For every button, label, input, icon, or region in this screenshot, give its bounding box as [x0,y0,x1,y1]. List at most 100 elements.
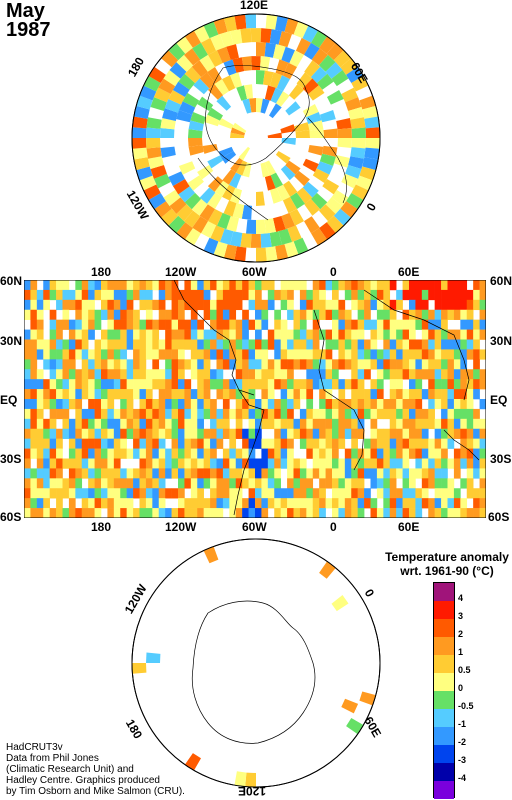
grid-cell [197,508,204,518]
polar-cell [146,147,162,159]
grid-cell [133,289,140,301]
grid-cell [171,369,179,380]
grid-cell [357,289,365,301]
grid-cell [332,418,339,430]
grid-cell [287,488,294,499]
polar-cell [192,216,208,234]
grid-cell [107,349,115,360]
grid-cell [190,399,198,410]
grid-cell [139,428,147,439]
grid-cell [190,428,198,439]
grid-cell [466,309,474,320]
grid-cell [120,329,127,340]
grid-cell [434,369,442,380]
polar-cell [169,62,187,79]
grid-cell [364,299,371,311]
grid-cell [56,438,63,449]
grid-cell [287,289,294,301]
grid-cell [126,359,134,370]
grid-cell [222,389,230,400]
grid-cell [389,299,397,311]
polar-cell [319,110,336,123]
grid-cell [145,508,153,518]
grid-cell [36,448,44,459]
grid-cell [351,408,358,420]
grid-cell [107,508,115,518]
grid-cell [421,280,429,291]
grid-cell [24,508,31,518]
polar-cell [232,122,247,134]
polar-cell [346,66,364,83]
grid-cell [466,438,474,449]
grid-cell [293,319,301,330]
grid-cell [364,488,371,499]
grid-cell [460,369,468,380]
grid-cell [197,468,204,479]
grid-cell [325,359,333,370]
polar-cell [281,138,296,145]
polar-cell [264,85,276,101]
grid-cell [287,498,294,509]
grid-cell [453,399,461,410]
grid-cell [479,498,486,509]
grid-cell [460,359,468,370]
polar-cell [323,128,338,138]
grid-cell [332,399,339,410]
grid-cell [113,418,121,430]
grid-cell [280,319,288,330]
grid-cell [370,379,378,390]
grid-cell [158,478,166,489]
grid-cell [43,280,50,291]
grid-cell [62,508,70,518]
polar-cell [176,54,194,72]
grid-cell [62,488,70,499]
grid-cell [68,488,76,499]
grid-cell [325,408,333,420]
grid-cell [101,359,108,370]
grid-cell [30,428,38,439]
grid-cell [126,488,134,499]
grid-cell [338,339,346,350]
polar-cell [133,157,150,171]
grid-cell [56,428,63,439]
polar-cell [168,90,185,105]
grid-cell [68,359,76,370]
polar-cell [278,228,292,245]
grid-cell [370,299,378,311]
grid-cell [190,458,198,469]
grid-cell [344,408,352,420]
north-polar-map [131,13,381,263]
grid-cell [466,448,474,459]
credit-line: Hadley Centre. Graphics produced [6,775,160,786]
grid-cell [357,428,365,439]
grid-cell [364,448,371,459]
polar-cell [294,170,310,187]
polar-cell [336,118,352,130]
main-left-label-60n: 60N [0,274,23,288]
grid-cell [235,339,243,350]
grid-cell [30,319,38,330]
grid-cell [338,418,346,430]
main-bottom-label-180: 180 [91,520,112,534]
grid-cell [255,319,262,330]
grid-cell [332,280,339,291]
grid-cell [88,508,95,518]
grid-cell [428,339,435,350]
grid-cell [306,478,314,489]
grid-cell [62,428,70,439]
grid-cell [434,468,442,479]
grid-cell [351,438,358,449]
grid-cell [113,438,121,449]
grid-cell [120,309,127,320]
grid-cell [267,329,275,340]
grid-cell [152,508,160,518]
grid-cell [306,428,314,439]
grid-cell [351,399,358,410]
polar-cell [234,771,247,787]
grid-cell [75,428,83,439]
grid-cell [113,408,121,420]
grid-cell [376,319,384,330]
grid-cell [113,478,121,489]
polar-cell [296,72,313,89]
grid-cell [441,468,448,479]
